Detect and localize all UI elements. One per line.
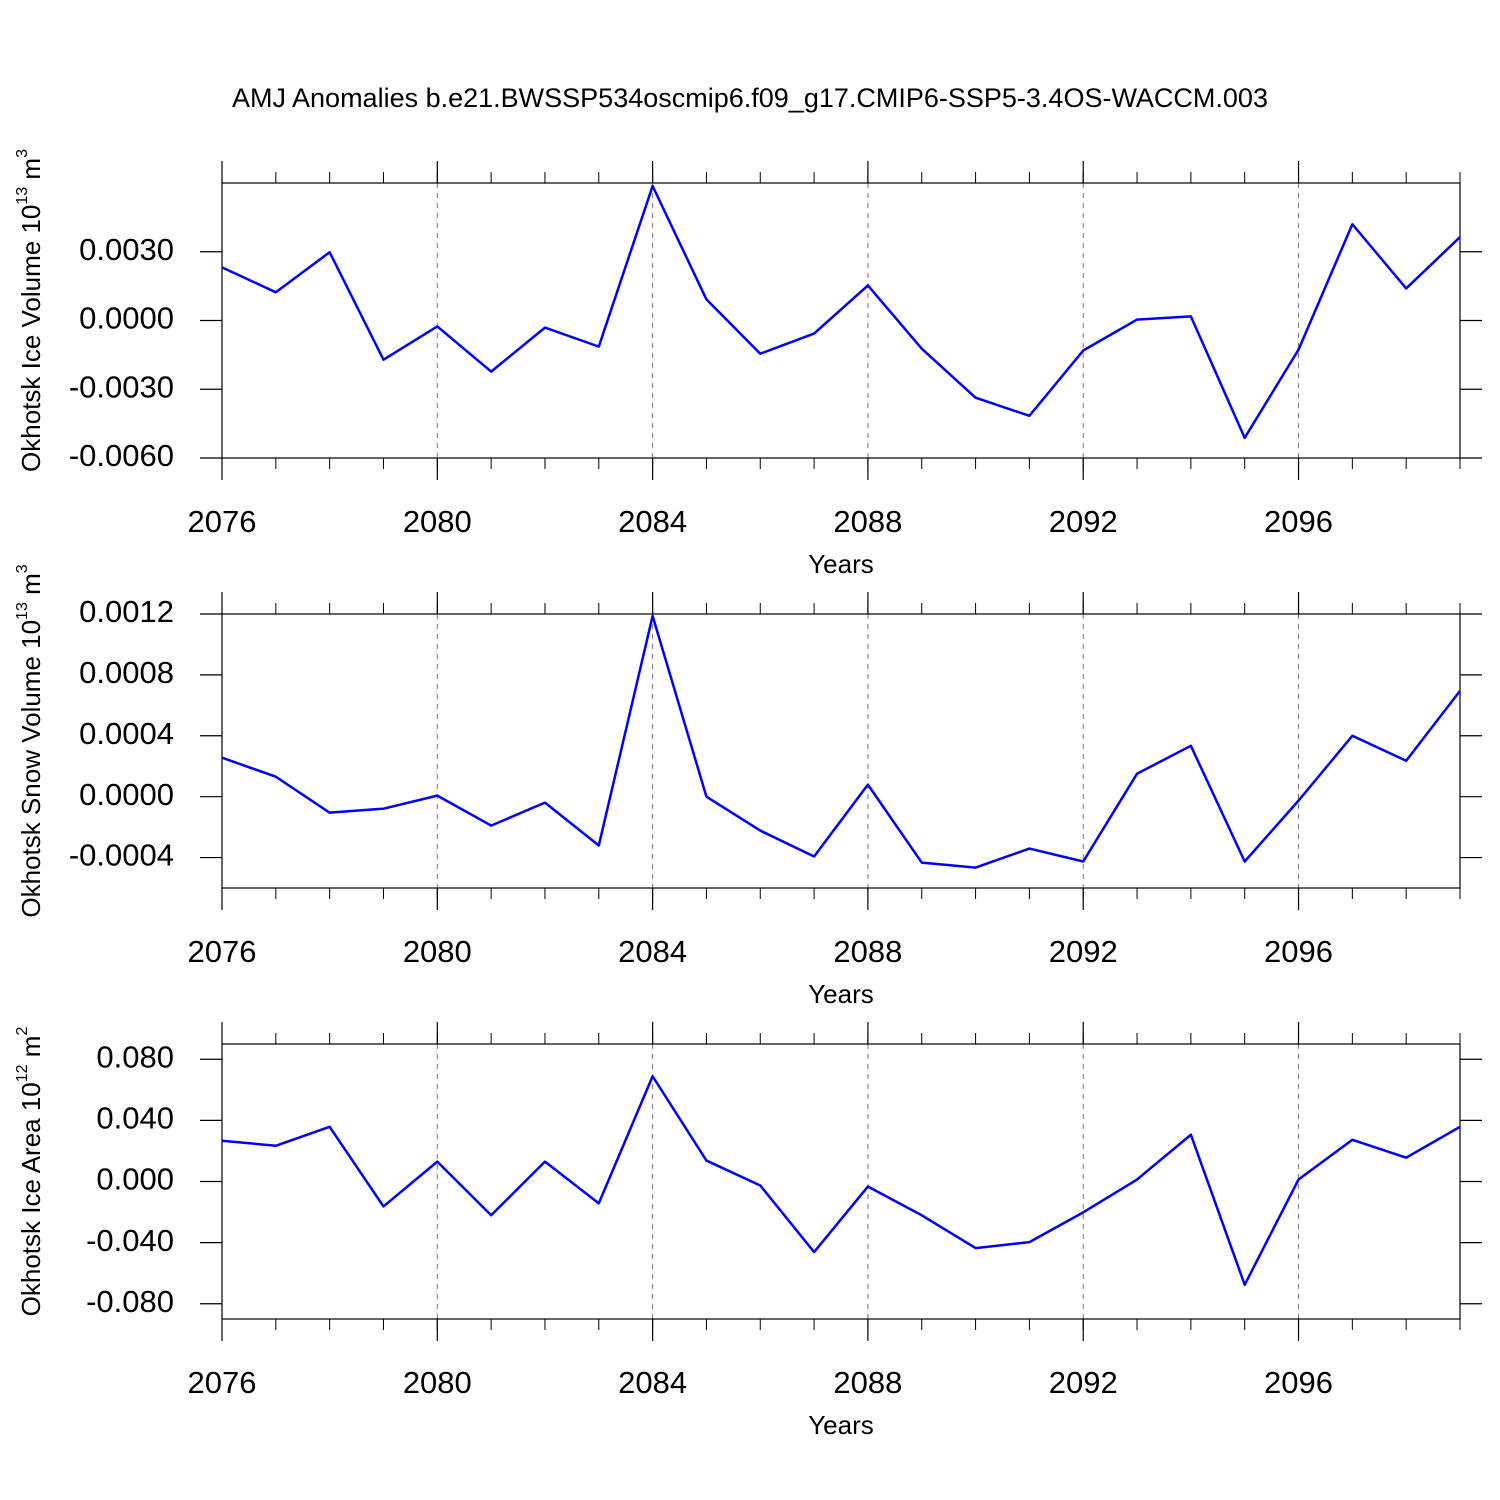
plot-frame: [221, 182, 1461, 459]
x-axis-label: Years: [808, 979, 874, 1009]
x-tick-label: 2084: [618, 1365, 687, 1400]
y-axis-label-part: m: [16, 1036, 46, 1065]
y-tick-label: 0.040: [96, 1101, 174, 1136]
x-tick-label: 2076: [188, 1365, 257, 1400]
x-tick-label: 2096: [1264, 1365, 1333, 1400]
x-tick-label: 2076: [188, 504, 257, 539]
x-tick-label: 2092: [1049, 504, 1118, 539]
x-tick-label: 2084: [618, 504, 687, 539]
y-axis-label-superscript: 13: [14, 187, 31, 205]
y-axis-label-part: m: [16, 158, 46, 187]
data-line: [221, 1074, 1461, 1287]
x-tick-label: 2080: [403, 1365, 472, 1400]
y-axis-label-superscript: 13: [14, 602, 31, 620]
y-axis-label: Okhotsk Snow Volume 1013 m3: [14, 564, 46, 917]
y-tick-label: -0.0004: [69, 838, 174, 873]
x-tick-label: 2088: [833, 1365, 902, 1400]
y-tick-label: 0.0004: [79, 716, 174, 751]
x-tick-label: 2092: [1049, 1365, 1118, 1400]
y-axis-label-superscript: 12: [14, 1064, 31, 1082]
x-tick-label: 2092: [1049, 934, 1118, 969]
x-axis-label: Years: [808, 1410, 874, 1440]
y-axis-label-part: m: [16, 573, 46, 602]
y-tick-label: 0.0008: [79, 655, 174, 690]
y-tick-label: -0.080: [86, 1284, 174, 1319]
x-tick-label: 2080: [403, 504, 472, 539]
data-line: [221, 614, 1461, 869]
x-tick-label: 2096: [1264, 934, 1333, 969]
y-axis-label-part: Okhotsk Snow Volume 10: [16, 620, 46, 918]
y-tick-label: 0.0000: [79, 777, 174, 812]
x-tick-label: 2096: [1264, 504, 1333, 539]
y-tick-label: 0.000: [96, 1162, 174, 1197]
y-axis-label: Okhotsk Ice Volume 1013 m3: [14, 149, 46, 472]
y-axis-label-superscript: 2: [14, 1027, 31, 1036]
y-axis-label-part: Okhotsk Ice Area 10: [16, 1082, 46, 1316]
y-tick-label: 0.0030: [79, 232, 174, 267]
x-tick-label: 2084: [618, 934, 687, 969]
y-tick-label: 0.0012: [79, 594, 174, 629]
data-line: [221, 184, 1461, 440]
x-tick-label: 2088: [833, 934, 902, 969]
plot-frame: [221, 613, 1461, 889]
y-axis-label-superscript: 3: [14, 564, 31, 573]
y-tick-label: 0.0000: [79, 301, 174, 336]
y-tick-label: -0.0030: [69, 369, 174, 404]
x-tick-label: 2076: [188, 934, 257, 969]
y-axis-label-superscript: 3: [14, 149, 31, 158]
y-axis-label: Okhotsk Ice Area 1012 m2: [14, 1027, 46, 1317]
plot-frame: [221, 1043, 1461, 1320]
y-tick-label: 0.080: [96, 1039, 174, 1074]
x-axis-label: Years: [808, 549, 874, 579]
x-tick-label: 2088: [833, 504, 902, 539]
y-axis-label-part: Okhotsk Ice Volume 10: [16, 205, 46, 472]
x-tick-label: 2080: [403, 934, 472, 969]
figure-title: AMJ Anomalies b.e21.BWSSP534oscmip6.f09_…: [232, 83, 1268, 113]
y-tick-label: -0.040: [86, 1223, 174, 1258]
y-tick-label: -0.0060: [69, 438, 174, 473]
